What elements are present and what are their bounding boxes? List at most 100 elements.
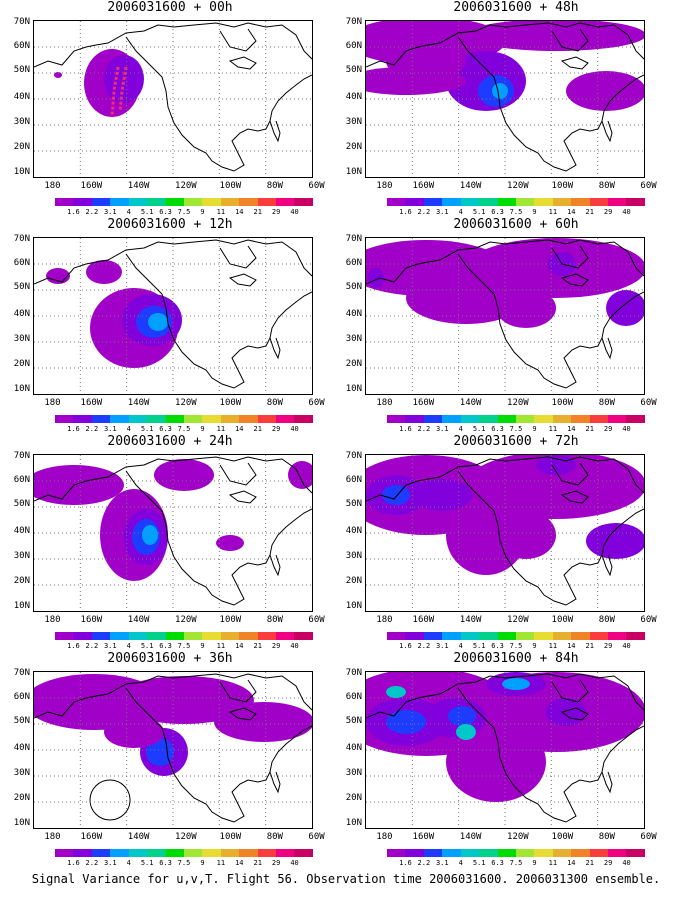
colorbar-swatch [294, 198, 313, 206]
colorbar-swatch [239, 632, 258, 640]
colorbar-label: 9 [200, 208, 205, 216]
lat-tick-label: 10N [13, 166, 30, 177]
colorbar-swatch [571, 632, 590, 640]
colorbar-label: 40 [290, 425, 299, 433]
colorbar-swatch [589, 198, 609, 206]
lon-tick-label: 80W [266, 832, 283, 842]
map-canvas [34, 238, 312, 394]
colorbar-swatch [73, 632, 92, 640]
lon-tick-label: 180 [44, 181, 61, 191]
colorbar-label: 6.3 [159, 208, 172, 216]
colorbar-swatch [220, 415, 240, 423]
colorbar-swatch [571, 415, 590, 423]
colorbar-swatch [552, 415, 572, 423]
colorbar-label: 7.5 [509, 208, 523, 216]
lon-tick-label: 100W [551, 832, 574, 842]
colorbar-label: 7.5 [177, 642, 191, 650]
colorbar-swatch [257, 632, 277, 640]
colorbar-label: 11 [548, 425, 558, 433]
variance-contour [566, 71, 644, 111]
colorbar-swatch [183, 198, 203, 206]
lat-tick-label: 50N [345, 499, 362, 510]
colorbar-swatch [589, 415, 609, 423]
lat-tick-label: 10N [13, 817, 30, 828]
colorbar-swatch [220, 849, 240, 857]
lat-tick-label: 70N [345, 668, 362, 679]
coastline [601, 771, 613, 794]
lon-tick-label: 120W [175, 832, 197, 842]
colorbar-swatch [73, 849, 92, 857]
coastline [551, 679, 589, 703]
colorbar-swatch [202, 632, 221, 640]
panel-title: 2006031600 + 48h [453, 0, 579, 15]
variance-map [365, 454, 645, 612]
colorbar-swatch [626, 849, 645, 857]
colorbar-swatch [479, 415, 498, 423]
colorbar-swatch [515, 632, 535, 640]
colorbar-label: 9 [532, 208, 537, 216]
coastline [219, 245, 257, 269]
lat-tick-label: 60N [13, 257, 30, 268]
colorbar-label: 11 [216, 208, 226, 216]
coastline [219, 462, 257, 486]
colorbar-swatch [497, 849, 516, 857]
colorbar-swatch [405, 849, 424, 857]
colorbar-label: 2.2 [417, 425, 431, 433]
lat-tick-label: 10N [345, 817, 362, 828]
colorbar-label: 21 [253, 642, 262, 650]
lon-tick-label: 80W [266, 615, 283, 625]
colorbar-label: 14 [567, 642, 576, 650]
colorbar-label: 3.1 [103, 859, 117, 867]
colorbar-swatch [589, 632, 609, 640]
colorbar-label: 9 [200, 642, 205, 650]
lon-tick-label: 160W [412, 615, 435, 625]
colorbar-label: 9 [532, 642, 537, 650]
lon-tick-label: 100W [219, 832, 242, 842]
colorbar-swatch [423, 198, 443, 206]
colorbar-swatch [91, 849, 111, 857]
colorbar-label: 4 [126, 425, 131, 433]
lat-tick-label: 30N [13, 767, 30, 778]
coastline [366, 22, 644, 172]
colorbar-swatch [147, 198, 166, 206]
colorbar-swatch [479, 198, 498, 206]
coastline [366, 456, 644, 606]
colorbar-swatch [460, 415, 480, 423]
colorbar-label: 7.5 [509, 859, 523, 867]
colorbar-swatch [479, 849, 498, 857]
colorbar-label: 5.1 [140, 642, 154, 650]
colorbar-swatch [91, 198, 111, 206]
colorbar-label: 6.3 [159, 642, 172, 650]
map-canvas [34, 672, 312, 828]
colorbar-swatch [257, 198, 277, 206]
lon-tick-label: 100W [219, 615, 242, 625]
panel-title: 2006031600 + 12h [107, 217, 233, 232]
colorbar-swatch [460, 849, 480, 857]
colorbar-label: 7.5 [177, 208, 191, 216]
colorbar-swatch [571, 849, 590, 857]
colorbar-swatch [128, 849, 148, 857]
lat-tick-label: 60N [345, 40, 362, 51]
colorbar-label: 3.1 [435, 859, 449, 867]
colorbar-label: 1.6 [67, 208, 80, 216]
colorbar-swatch [128, 632, 148, 640]
coastline [228, 707, 257, 721]
colorbar-swatch [257, 849, 277, 857]
lon-tick-label: 60W [640, 832, 657, 842]
lon-tick-label: 100W [551, 181, 574, 191]
coastline [34, 456, 312, 606]
variance-contour [214, 702, 312, 742]
variance-map [365, 671, 645, 829]
colorbar-swatch [55, 198, 74, 206]
variance-map [33, 237, 313, 395]
panel-title: 2006031600 + 24h [107, 434, 233, 449]
colorbar-swatch [128, 415, 148, 423]
variance-contour [412, 479, 472, 511]
colorbar-swatch [239, 415, 258, 423]
map-panel: 2006031600 + 60h 70N 60N 50N 40N 30N 20N 10N 180… [346, 217, 686, 435]
coastline [560, 707, 589, 721]
colorbar-swatch [239, 198, 258, 206]
colorbar-swatch [55, 632, 74, 640]
lat-tick-label: 20N [13, 575, 30, 586]
colorbar-swatch [608, 415, 627, 423]
